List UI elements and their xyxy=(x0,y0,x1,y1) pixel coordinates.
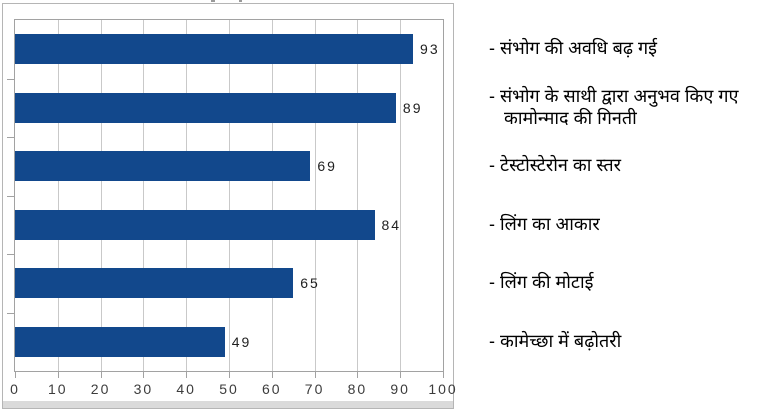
x-axis-tick-label: 10 xyxy=(48,381,68,397)
gridline xyxy=(143,20,145,371)
bar-value-label: 84 xyxy=(381,216,402,233)
x-axis-tick-label: 70 xyxy=(304,381,325,397)
clipped-title-fragment xyxy=(0,0,758,3)
x-axis-tick xyxy=(186,371,188,378)
label-dash: - xyxy=(489,213,500,234)
y-axis-tick xyxy=(7,254,15,255)
clipped-glyph-mark xyxy=(211,0,215,2)
gridline xyxy=(314,20,316,371)
gridline xyxy=(271,20,273,371)
x-axis-tick xyxy=(229,371,230,378)
bar xyxy=(15,151,311,182)
label-dash: - xyxy=(489,85,500,106)
x-axis-tick xyxy=(15,371,16,378)
x-axis-tick xyxy=(314,371,316,378)
bar-chart: 0 10 20 30 40 50 60 70 80 90 100 93 89 69 84 65 49 xyxy=(2,3,456,409)
bar xyxy=(15,34,414,65)
bar xyxy=(15,92,396,123)
label-dash: - xyxy=(489,38,500,59)
x-axis-tick-label: 80 xyxy=(347,381,368,397)
x-axis-tick xyxy=(271,371,273,378)
gridline xyxy=(400,20,402,371)
label-text: लिंग का आकार xyxy=(500,213,600,234)
plot-area: 0 10 20 30 40 50 60 70 80 90 100 93 89 69 84 65 49 xyxy=(7,19,456,397)
bar-value-label: 49 xyxy=(231,333,252,350)
bar xyxy=(15,268,294,299)
gridline xyxy=(100,20,102,371)
category-label: - संभोग की अवधि बढ़ गई xyxy=(489,37,747,59)
x-axis-tick-label: 90 xyxy=(390,381,410,397)
category-label: - टेस्टोस्टेरोन का स्तर xyxy=(489,154,747,176)
x-axis-tick-label: 0 xyxy=(10,381,20,397)
category-label: - संभोग के साथी द्वारा अनुभव किए गए कामो… xyxy=(489,85,747,129)
x-axis-tick xyxy=(443,371,444,378)
bar-value-label: 65 xyxy=(300,275,320,292)
x-axis-tick-label: 30 xyxy=(133,381,154,397)
label-text: संभोग के साथी द्वारा अनुभव किए गए कामोन्… xyxy=(500,85,739,128)
label-dash: - xyxy=(489,272,500,293)
x-axis-tick xyxy=(357,371,359,378)
x-axis-tick xyxy=(100,371,102,378)
gridline xyxy=(186,20,188,371)
category-label: - लिंग की मोटाई xyxy=(489,271,747,293)
bar-value-label: 69 xyxy=(317,158,337,175)
gridline xyxy=(357,20,359,371)
bar-value-label: 93 xyxy=(420,41,440,58)
label-dash: - xyxy=(489,330,500,351)
category-label-panel: - संभोग की अवधि बढ़ गई - संभोग के साथी द्… xyxy=(489,0,753,410)
x-axis-tick xyxy=(57,371,59,378)
x-axis-tick-label: 60 xyxy=(262,381,282,397)
x-axis-tick xyxy=(143,371,145,378)
y-axis-tick xyxy=(7,195,15,197)
label-text: कामेच्छा में बढ़ोतरी xyxy=(500,330,622,351)
gridline xyxy=(57,20,59,371)
y-axis-tick xyxy=(7,312,15,314)
bar xyxy=(15,209,375,240)
y-axis-tick xyxy=(7,137,15,138)
label-text: टेस्टोस्टेरोन का स्तर xyxy=(500,155,622,176)
clipped-glyph-mark xyxy=(239,0,242,2)
x-axis-tick-label: 100 xyxy=(428,381,458,397)
category-label: - लिंग का आकार xyxy=(489,213,747,235)
x-axis-tick-label: 50 xyxy=(219,381,239,397)
label-text: लिंग की मोटाई xyxy=(500,272,594,293)
bar xyxy=(15,326,225,357)
label-dash: - xyxy=(489,155,500,176)
x-axis-tick xyxy=(400,371,402,378)
y-axis-tick xyxy=(7,78,15,80)
label-text: संभोग की अवधि बढ़ गई xyxy=(500,38,657,59)
x-axis-tick-label: 20 xyxy=(90,381,111,397)
bar-value-label: 89 xyxy=(402,99,423,116)
gridline xyxy=(229,20,230,371)
chart-bottom-strip xyxy=(3,401,453,408)
x-axis-tick-label: 40 xyxy=(176,381,196,397)
category-label: - कामेच्छा में बढ़ोतरी xyxy=(489,330,747,352)
